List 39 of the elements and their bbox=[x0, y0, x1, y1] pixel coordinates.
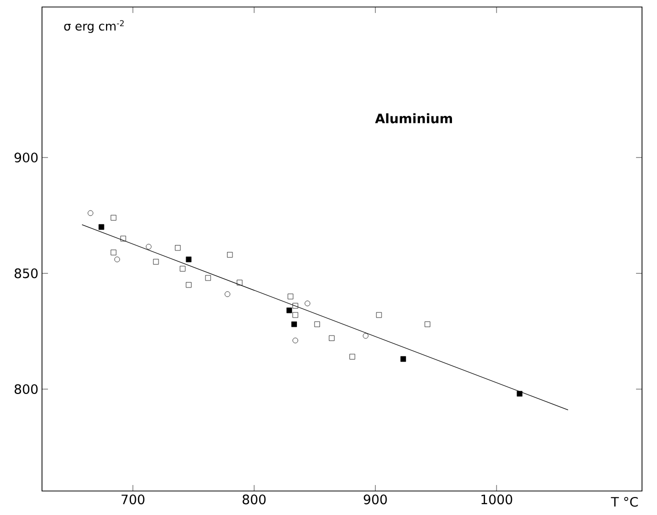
y-tick-label: 900 bbox=[14, 152, 38, 162]
point bbox=[98, 224, 104, 230]
point bbox=[291, 321, 297, 328]
point bbox=[292, 338, 298, 344]
x-tick-label: 900 bbox=[364, 494, 387, 504]
point bbox=[288, 294, 294, 300]
point bbox=[292, 312, 298, 318]
point bbox=[286, 308, 292, 314]
point bbox=[153, 258, 159, 265]
point bbox=[114, 256, 120, 262]
point bbox=[314, 321, 320, 328]
y-tick-label: 850 bbox=[14, 268, 38, 278]
point bbox=[376, 312, 382, 318]
y-tick-label: 800 bbox=[14, 384, 38, 394]
point bbox=[88, 210, 94, 216]
point bbox=[110, 214, 116, 221]
point bbox=[186, 282, 192, 288]
point bbox=[400, 356, 406, 362]
point bbox=[227, 252, 233, 258]
point bbox=[224, 291, 230, 297]
x-axis-title: T °C bbox=[610, 496, 638, 507]
point bbox=[174, 245, 181, 251]
point bbox=[362, 333, 368, 339]
y-axis-title: σ erg cm$^{-2}$ bbox=[64, 20, 124, 33]
point bbox=[236, 280, 242, 286]
point bbox=[186, 256, 192, 262]
x-tick-label: 1000 bbox=[481, 494, 512, 504]
point bbox=[516, 390, 522, 397]
annotation: Aluminium bbox=[375, 113, 452, 124]
point bbox=[424, 321, 430, 328]
point bbox=[180, 266, 186, 272]
x-tick-label: 800 bbox=[242, 494, 266, 504]
x-tick-label: 700 bbox=[122, 494, 144, 504]
point bbox=[146, 244, 152, 250]
point bbox=[328, 335, 334, 341]
point bbox=[304, 300, 310, 306]
point bbox=[205, 275, 211, 281]
point bbox=[350, 354, 356, 360]
point bbox=[110, 250, 116, 256]
